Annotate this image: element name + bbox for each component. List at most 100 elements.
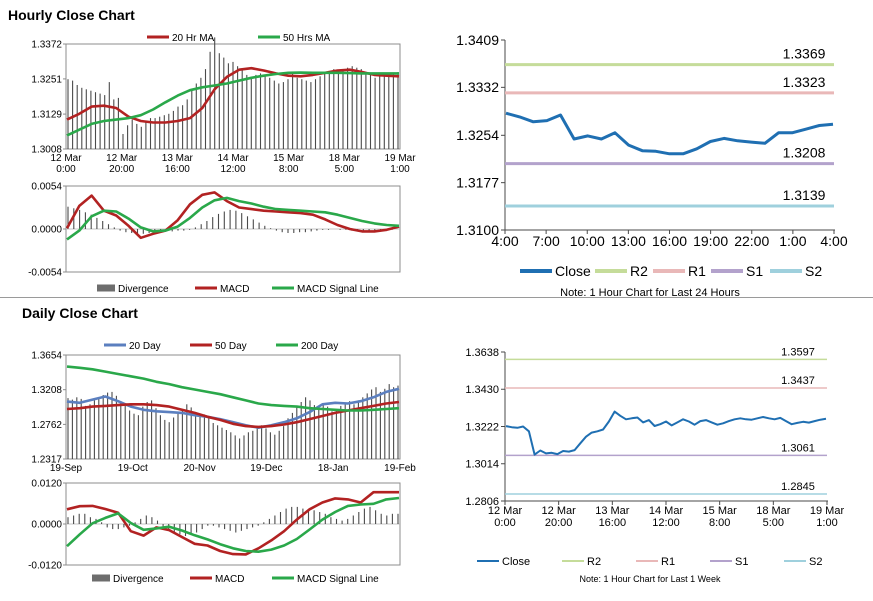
legend-r1-label: R1 [688, 263, 706, 279]
chart-note: Note: 1 Hour Chart for Last 24 Hours [560, 287, 740, 299]
legend-50-day-label: 50 Day [215, 341, 247, 352]
x-tick-label: 12 Mar 0:00 [488, 505, 523, 529]
legend-200-day-label: 200 Day [301, 341, 338, 352]
level-s2-label: 1.3139 [783, 187, 826, 203]
legend-50-hrs-ma-label: 50 Hrs MA [283, 33, 331, 44]
x-tick-label: 15 Mar 8:00 [703, 505, 738, 529]
legend-divergence-label: Divergence [113, 574, 164, 585]
y-tick-label: 1.3014 [465, 459, 499, 471]
x-tick-label: 1:00 [779, 233, 806, 249]
x-tick-label: 19-Oct [118, 463, 148, 474]
x-tick-label: 7:00 [533, 233, 560, 249]
20-day-line [66, 387, 400, 429]
x-tick-label: 19-Sep [50, 463, 83, 474]
macd-signal-line-line [66, 496, 400, 553]
x-tick-label: 16:00 [652, 233, 687, 249]
legend-divergence-label: Divergence [118, 284, 169, 295]
x-tick-label: 12 Mar 0:00 [50, 153, 82, 175]
x-tick-label: 12 Mar 20:00 [106, 153, 138, 175]
legend-macd-label: MACD [215, 574, 244, 585]
legend-s1-label: S1 [746, 263, 763, 279]
x-tick-label: 13 Mar 16:00 [162, 153, 194, 175]
legend-close-label: Close [555, 263, 591, 279]
close-line [505, 410, 827, 456]
50-hrs-ma-line [66, 71, 399, 137]
legend-s2-label: S2 [809, 556, 822, 568]
daily-macd-chart: 0.0120 0.0000 -0.0120 Divergence MACD MACD Si… [28, 479, 401, 585]
x-tick-label: 10:00 [570, 233, 605, 249]
hourly-close-chart-title: Hourly Close Chart [8, 7, 135, 23]
y-tick-label: 1.3430 [465, 384, 499, 396]
y-tick-label: 0.0000 [31, 225, 62, 236]
x-tick-label: 14 Mar 12:00 [649, 505, 684, 529]
level-r1-label: 1.3437 [781, 375, 815, 387]
legend-macd-signal-line-label: MACD Signal Line [297, 574, 379, 585]
x-tick-label: 19 Mar 1:00 [384, 153, 416, 175]
macd-signal-line-line [66, 196, 400, 241]
legend-r2-label: R2 [587, 556, 601, 568]
legend-s2-label: S2 [805, 263, 822, 279]
x-tick-label: 22:00 [734, 233, 769, 249]
y-tick-label: 1.3332 [456, 79, 499, 95]
level-s2-label: 1.2845 [781, 481, 815, 493]
close-line [505, 111, 834, 156]
x-tick-label: 4:00 [820, 233, 847, 249]
200-day-line [66, 365, 400, 412]
level-r2-label: 1.3369 [783, 46, 826, 62]
level-s1-label: 1.3061 [781, 442, 815, 454]
y-tick-label: -0.0120 [28, 561, 62, 572]
y-tick-label: 1.3409 [456, 32, 499, 48]
x-tick-label: 15 Mar 8:00 [273, 153, 305, 175]
x-tick-label: 19 Mar 1:00 [810, 505, 845, 529]
x-tick-label: 19-Dec [250, 463, 282, 474]
x-tick-label: 18 Mar 5:00 [329, 153, 361, 175]
y-tick-label: 1.2317 [31, 455, 62, 466]
section-divider [0, 297, 873, 298]
x-tick-label: 14 Mar 12:00 [217, 153, 249, 175]
legend-s1-label: S1 [735, 556, 748, 568]
20-hr-ma-line [66, 66, 400, 124]
hourly-macd-chart: 0.0054 0.0000 -0.0054 Divergence MACD MACD Si… [28, 182, 401, 295]
legend-20-hr-ma-label: 20 Hr MA [172, 33, 215, 44]
x-tick-label: 19-Feb [384, 463, 416, 474]
macd-line [66, 490, 399, 556]
level-r2-label: 1.3597 [781, 346, 815, 358]
level-r1-label: 1.3323 [783, 74, 826, 90]
y-tick-label: 1.3129 [31, 110, 62, 121]
y-tick-label: 1.3254 [456, 127, 499, 143]
legend-macd-signal-line-label: MACD Signal Line [297, 284, 379, 295]
x-tick-label: 20-Nov [183, 463, 215, 474]
legend-r2-label: R2 [630, 263, 648, 279]
legend-macd-label: MACD [220, 284, 249, 295]
plot-area-frame [65, 354, 401, 460]
x-tick-label: 12 Mar 20:00 [542, 505, 577, 529]
x-tick-label: 4:00 [491, 233, 518, 249]
macd-line [65, 191, 400, 240]
x-tick-label: 19:00 [693, 233, 728, 249]
x-tick-label: 13 Mar 16:00 [595, 505, 630, 529]
legend-20-day-label: 20 Day [129, 341, 161, 352]
y-tick-label: 1.3222 [465, 421, 499, 433]
y-tick-label: 0.0054 [31, 182, 62, 193]
legend-r1-label: R1 [661, 556, 675, 568]
y-tick-label: 1.3008 [31, 145, 62, 156]
chart-note: Note: 1 Hour Chart for Last 1 Week [580, 574, 721, 584]
y-tick-label: 1.3654 [31, 351, 62, 362]
y-tick-label: 1.3177 [456, 175, 499, 191]
y-tick-label: 1.2762 [31, 420, 62, 431]
x-tick-label: 18 Mar 5:00 [756, 505, 791, 529]
y-tick-label: -0.0054 [28, 268, 62, 279]
y-tick-label: 1.3251 [31, 74, 62, 85]
y-tick-label: 1.3208 [31, 385, 62, 396]
y-tick-label: 1.3100 [456, 222, 499, 238]
y-tick-label: 0.0120 [31, 479, 62, 490]
y-tick-label: 1.3638 [465, 347, 499, 359]
y-tick-label: 1.2806 [465, 496, 499, 508]
legend-close-label: Close [502, 556, 530, 568]
legend-divergence-swatch [97, 284, 115, 292]
y-tick-label: 0.0000 [31, 520, 62, 531]
